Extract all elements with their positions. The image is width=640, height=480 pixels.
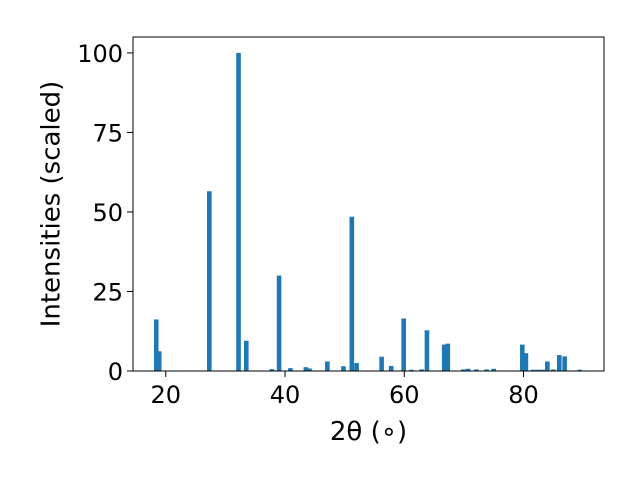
bar	[288, 368, 293, 371]
bar	[523, 353, 529, 371]
y-tick-label: 25	[92, 278, 123, 306]
bar	[540, 369, 545, 371]
bar	[465, 368, 471, 371]
bar	[556, 355, 562, 371]
x-axis-ticks: 20 40 60 80	[151, 371, 539, 409]
bar	[419, 369, 424, 371]
bar	[577, 369, 582, 371]
bar	[354, 363, 359, 371]
y-tick-label: 75	[92, 119, 123, 147]
y-tick-label: 0	[108, 358, 123, 386]
bar	[236, 52, 241, 372]
bar	[520, 344, 525, 371]
bar	[325, 361, 330, 371]
bar	[156, 351, 162, 371]
bar	[551, 369, 556, 371]
bar	[207, 191, 212, 371]
bar	[269, 369, 275, 371]
y-axis-ticks: 0 25 50 75 100	[77, 40, 133, 386]
x-axis-label: 2θ (∘)	[330, 417, 407, 447]
y-axis-label: Intensities (scaled)	[37, 81, 67, 328]
bar	[243, 340, 249, 371]
bar	[491, 368, 496, 371]
bar	[441, 344, 447, 371]
plot-area-frame	[132, 36, 605, 372]
bar	[388, 365, 394, 371]
bar	[349, 216, 355, 371]
bar	[276, 275, 282, 371]
bar	[461, 369, 466, 371]
bar	[530, 369, 536, 371]
bar	[303, 367, 309, 371]
bar	[424, 330, 430, 371]
bar	[341, 366, 346, 371]
x-tick-label: 40	[270, 381, 301, 409]
x-tick-label: 20	[151, 381, 182, 409]
bar	[153, 319, 159, 371]
bar	[545, 361, 550, 371]
bars-group	[153, 52, 582, 372]
bar	[562, 356, 567, 371]
bar	[379, 356, 384, 371]
y-tick-label: 100	[77, 40, 123, 68]
bar	[401, 318, 406, 371]
bar	[445, 343, 451, 371]
bar	[535, 369, 541, 371]
bar	[474, 369, 479, 371]
bar	[409, 369, 414, 371]
x-tick-label: 60	[389, 381, 420, 409]
bar	[484, 369, 489, 371]
y-tick-label: 50	[92, 199, 123, 227]
bar	[307, 368, 312, 371]
x-tick-label: 80	[508, 381, 539, 409]
